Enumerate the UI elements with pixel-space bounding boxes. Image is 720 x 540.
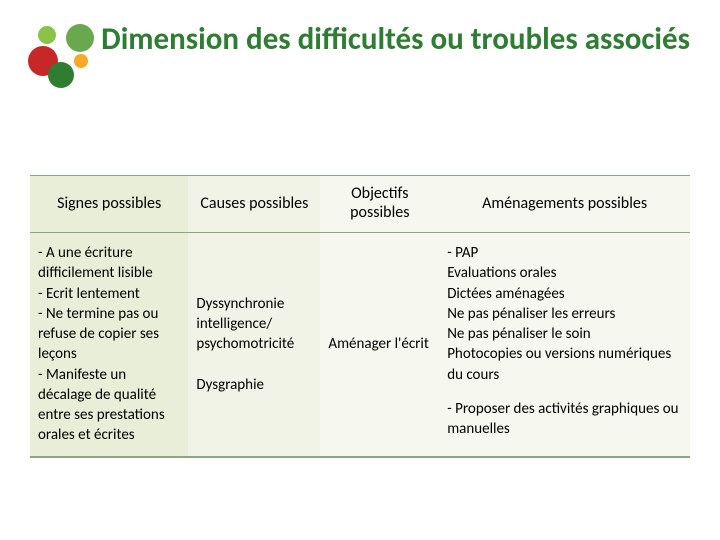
slide-title: Dimension des difficultés ou troubles as…: [0, 22, 720, 58]
cell-objectifs: Aménager l'écrit: [320, 233, 439, 457]
header-objectifs: Objectifs possibles: [320, 176, 439, 233]
amenag-para-1: - PAP Evaluations orales Dictées aménagé…: [447, 244, 671, 384]
logo-dot: [48, 62, 74, 88]
table-header-row: Signes possibles Causes possibles Object…: [30, 176, 690, 233]
header-causes: Causes possibles: [188, 176, 320, 233]
content-table: Signes possibles Causes possibles Object…: [30, 175, 690, 458]
header-signes: Signes possibles: [30, 176, 188, 233]
cell-causes: Dyssynchronie intelligence/ psychomotric…: [188, 233, 320, 457]
cell-amenagements: - PAP Evaluations orales Dictées aménagé…: [439, 233, 690, 457]
header-amenagements: Aménagements possibles: [439, 176, 690, 233]
amenag-para-2: - Proposer des activités graphiques ou m…: [447, 399, 682, 440]
table-row: - A une écriture difficilement lisible -…: [30, 233, 690, 457]
cell-signes: - A une écriture difficilement lisible -…: [30, 233, 188, 457]
